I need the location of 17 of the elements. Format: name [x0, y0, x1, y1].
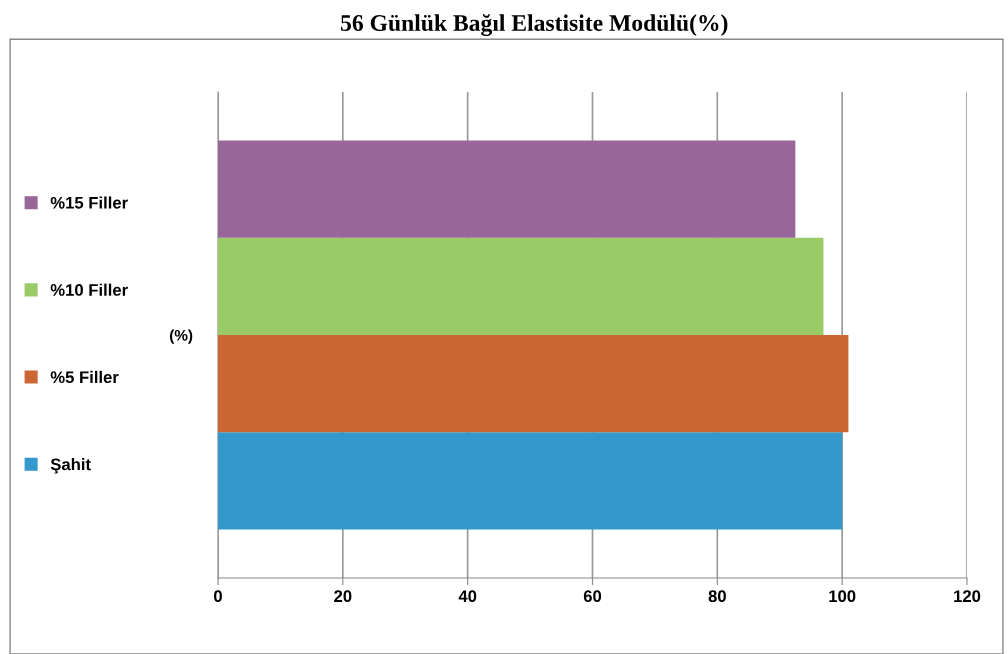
x-tick-label: 40: [458, 590, 477, 603]
x-tick-label: 80: [708, 590, 726, 603]
legend-label: Şahit: [50, 458, 91, 474]
x-tick-label: 120: [954, 590, 981, 603]
y-tick-label: (%): [170, 329, 193, 344]
bar: [218, 237, 824, 335]
legend-label: %15 Filler: [50, 196, 128, 209]
x-tick-label: 60: [583, 590, 602, 603]
bar: [218, 140, 796, 238]
legend-label: %5 Filler: [50, 370, 119, 384]
x-tick-label: 100: [829, 590, 856, 603]
legend-label: %10 Filler: [50, 283, 128, 296]
bar: [218, 335, 849, 433]
x-tick-label: 0: [214, 590, 222, 603]
chart-title: 56 Günlük Bağıl Elastisite Modülü(%): [341, 14, 728, 36]
x-tick-label: 20: [334, 590, 352, 603]
bar: [218, 432, 843, 530]
